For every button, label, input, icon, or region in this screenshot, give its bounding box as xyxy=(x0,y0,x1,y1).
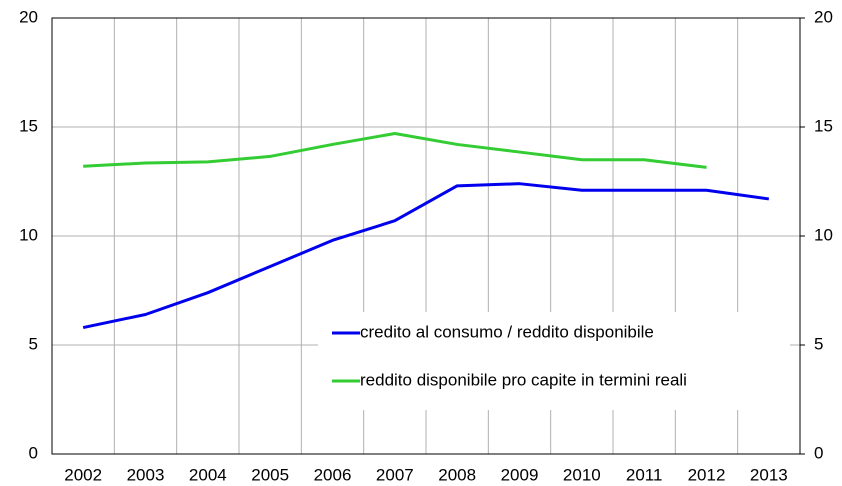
y-tick-label: 10 xyxy=(19,225,38,244)
series-line xyxy=(82,182,770,330)
y-tick-label: 0 xyxy=(29,443,38,462)
x-tick-label: 2008 xyxy=(438,465,476,484)
legend-label: reddito disponibile pro capite in termin… xyxy=(360,370,687,389)
y-tick-label: 20 xyxy=(19,7,38,26)
y-tick-label: 5 xyxy=(29,334,38,353)
x-tick-label: 2002 xyxy=(64,465,102,484)
y2-tick-label: 10 xyxy=(814,225,833,244)
legend-box xyxy=(318,312,790,410)
x-tick-label: 2007 xyxy=(376,465,414,484)
y2-tick-label: 0 xyxy=(814,443,823,462)
x-tick-label: 2011 xyxy=(626,465,663,484)
x-tick-label: 2012 xyxy=(688,465,726,484)
x-tick-label: 2009 xyxy=(501,465,539,484)
x-tick-label: 2006 xyxy=(314,465,352,484)
y-tick-label: 15 xyxy=(19,116,38,135)
y2-tick-label: 20 xyxy=(814,7,833,26)
x-tick-label: 2005 xyxy=(251,465,289,484)
plot-border xyxy=(51,17,801,455)
legend-label: credito al consumo / reddito disponibile xyxy=(360,322,654,341)
y2-tick-label: 5 xyxy=(814,334,823,353)
series-line xyxy=(83,132,707,169)
x-tick-label: 2004 xyxy=(189,465,227,484)
x-tick-label: 2013 xyxy=(750,465,788,484)
x-tick-label: 2010 xyxy=(563,465,601,484)
y2-tick-label: 15 xyxy=(814,116,833,135)
x-tick-label: 2003 xyxy=(127,465,165,484)
